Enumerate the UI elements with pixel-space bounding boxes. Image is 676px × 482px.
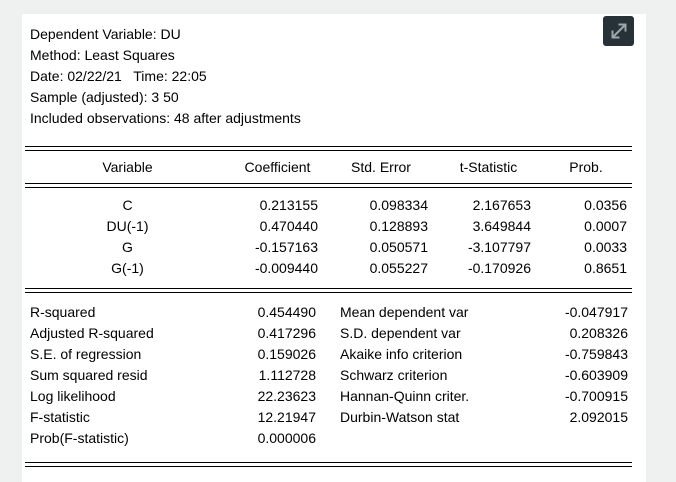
stat-label: Schwarz criterion bbox=[340, 367, 448, 383]
coef-variable: G(-1) bbox=[111, 260, 144, 276]
stat-label: Prob(F-statistic) bbox=[30, 430, 129, 446]
coef-std-error: 0.128893 bbox=[369, 218, 428, 234]
coef-std-error: 0.098334 bbox=[369, 197, 428, 213]
stat-label: R-squared bbox=[30, 304, 96, 320]
stat-value: -0.759843 bbox=[564, 346, 628, 362]
stat-value: 0.417296 bbox=[257, 325, 316, 341]
stat-value: 12.21947 bbox=[257, 409, 316, 425]
coef-row: DU(-1) 0.470440 0.128893 3.649844 0.0007 bbox=[25, 216, 632, 237]
coef-prob: 0.0356 bbox=[584, 197, 627, 213]
stat-row: F-statistic 12.21947 Durbin-Watson stat … bbox=[25, 407, 632, 428]
summary-statistics-table: R-squared 0.454490 Mean dependent var -0… bbox=[25, 302, 632, 449]
stat-value: 0.000006 bbox=[257, 430, 316, 446]
coef-row: G(-1) -0.009440 0.055227 -0.170926 0.865… bbox=[25, 258, 632, 279]
coef-t-statistic: -0.170926 bbox=[467, 260, 531, 276]
coef-row: C 0.213155 0.098334 2.167653 0.0356 bbox=[25, 195, 632, 216]
col-header-prob: Prob. bbox=[569, 158, 603, 175]
coef-prob: 0.8651 bbox=[584, 260, 627, 276]
coef-std-error: 0.050571 bbox=[369, 239, 428, 255]
separator-double-rule bbox=[25, 462, 632, 467]
col-header-std-error: Std. Error bbox=[351, 158, 411, 175]
stat-value: -0.047917 bbox=[564, 304, 628, 320]
col-header-t-statistic: t-Statistic bbox=[459, 158, 518, 175]
observations-line: Included observations: 48 after adjustme… bbox=[30, 110, 301, 126]
dependent-variable-line: Dependent Variable: DU bbox=[30, 26, 181, 42]
coef-prob: 0.0007 bbox=[584, 218, 627, 234]
col-header-variable: Variable bbox=[102, 158, 153, 175]
stat-label: Adjusted R-squared bbox=[30, 325, 154, 341]
stat-row: Prob(F-statistic) 0.000006 bbox=[25, 428, 632, 449]
expand-button[interactable] bbox=[603, 16, 634, 46]
stat-value: 2.092015 bbox=[569, 409, 628, 425]
coef-variable: C bbox=[122, 197, 133, 213]
separator-double-rule bbox=[25, 288, 632, 293]
stat-value bbox=[510, 428, 632, 449]
stat-value: 0.208326 bbox=[569, 325, 628, 341]
coefficients-table: C 0.213155 0.098334 2.167653 0.0356 DU(-… bbox=[25, 195, 632, 279]
stat-label: Sum squared resid bbox=[30, 367, 148, 383]
stat-value: 0.159026 bbox=[257, 346, 316, 362]
stat-label: F-statistic bbox=[30, 409, 90, 425]
stat-row: Adjusted R-squared 0.417296 S.D. depende… bbox=[25, 323, 632, 344]
coef-value: 0.213155 bbox=[259, 197, 318, 213]
coef-t-statistic: -3.107797 bbox=[467, 239, 531, 255]
coef-t-statistic: 2.167653 bbox=[472, 197, 531, 213]
stat-value: -0.700915 bbox=[564, 388, 628, 404]
stat-label: Durbin-Watson stat bbox=[340, 409, 460, 425]
coef-row: G -0.157163 0.050571 -3.107797 0.0033 bbox=[25, 237, 632, 258]
col-header-coefficient: Coefficient bbox=[244, 158, 311, 175]
expand-diagonal-arrows-icon bbox=[611, 23, 626, 39]
coef-std-error: 0.055227 bbox=[369, 260, 428, 276]
stat-value: 22.23623 bbox=[257, 388, 316, 404]
output-content: Dependent Variable: DU Method: Least Squ… bbox=[25, 14, 632, 467]
coef-value: 0.470440 bbox=[259, 218, 318, 234]
date-time-line: Date: 02/22/21 Time: 22:05 bbox=[30, 68, 207, 84]
stat-label: Mean dependent var bbox=[340, 304, 469, 320]
stat-label: Log likelihood bbox=[30, 388, 116, 404]
coef-variable: DU(-1) bbox=[106, 218, 149, 234]
stat-value: 1.112728 bbox=[258, 367, 316, 383]
separator-double-rule bbox=[25, 146, 632, 151]
stat-value: -0.603909 bbox=[564, 367, 628, 383]
regression-output-panel: Dependent Variable: DU Method: Least Squ… bbox=[22, 14, 646, 482]
coef-value: -0.157163 bbox=[254, 239, 318, 255]
stat-label: Akaike info criterion bbox=[340, 346, 463, 362]
stat-label: S.D. dependent var bbox=[340, 325, 461, 341]
stat-row: Sum squared resid 1.112728 Schwarz crite… bbox=[25, 365, 632, 386]
coefficients-header-table: Variable Coefficient Std. Error t-Statis… bbox=[25, 151, 632, 183]
stat-row: R-squared 0.454490 Mean dependent var -0… bbox=[25, 302, 632, 323]
coefficients-header-row: Variable Coefficient Std. Error t-Statis… bbox=[25, 151, 632, 183]
coef-t-statistic: 3.649844 bbox=[472, 218, 531, 234]
method-line: Method: Least Squares bbox=[30, 47, 175, 63]
sample-line: Sample (adjusted): 3 50 bbox=[30, 89, 179, 105]
equation-header: Dependent Variable: DU Method: Least Squ… bbox=[25, 14, 632, 129]
stat-label: Hannan-Quinn criter. bbox=[340, 388, 470, 404]
stat-label bbox=[320, 428, 510, 449]
stat-value: 0.454490 bbox=[257, 304, 316, 320]
coef-value: -0.009440 bbox=[254, 260, 318, 276]
coef-variable: G bbox=[122, 239, 133, 255]
separator-double-rule bbox=[25, 183, 632, 188]
stat-row: Log likelihood 22.23623 Hannan-Quinn cri… bbox=[25, 386, 632, 407]
stat-label: S.E. of regression bbox=[30, 346, 142, 362]
stat-row: S.E. of regression 0.159026 Akaike info … bbox=[25, 344, 632, 365]
coef-prob: 0.0033 bbox=[584, 239, 627, 255]
